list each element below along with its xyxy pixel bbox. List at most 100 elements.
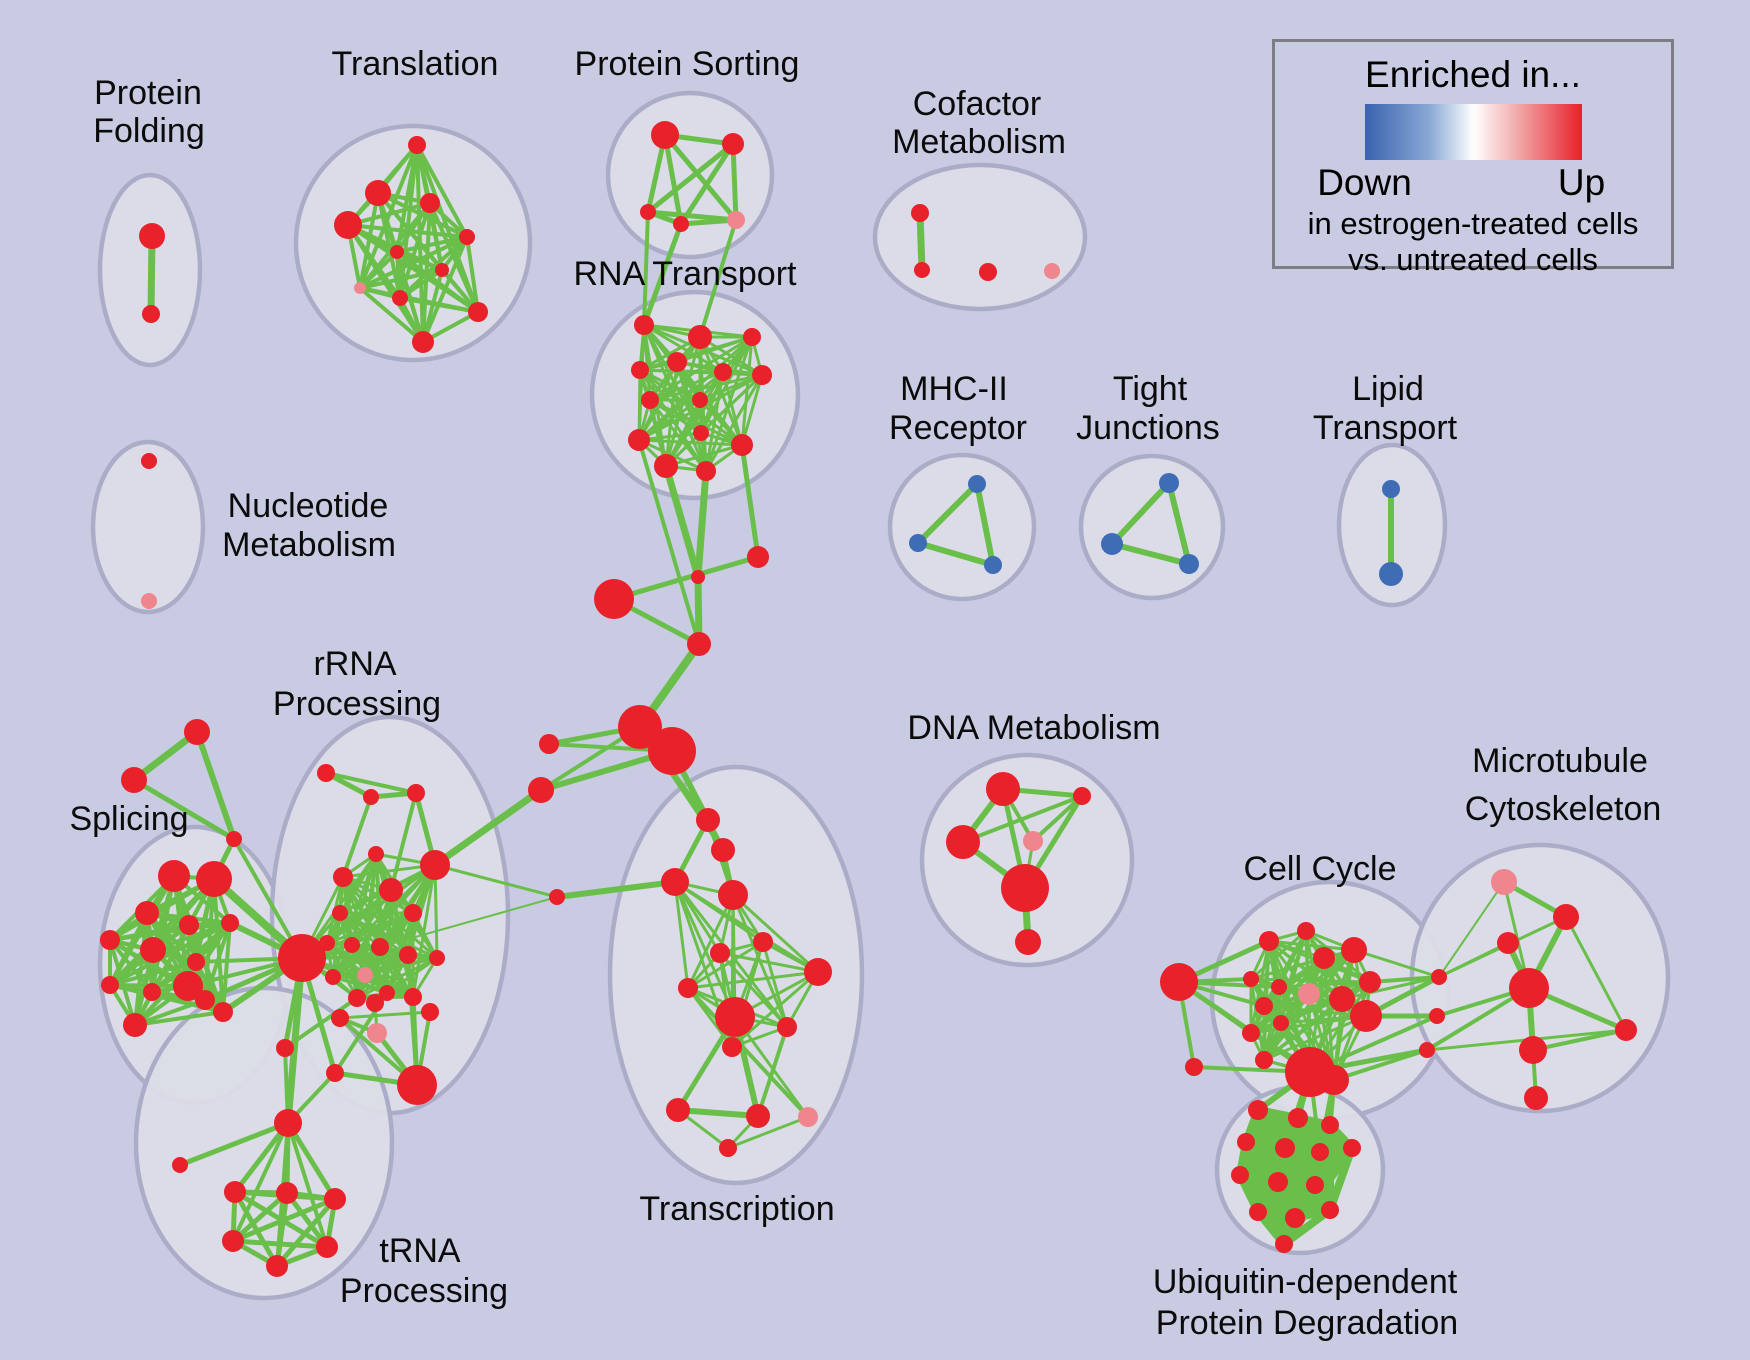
edge	[718, 951, 789, 1029]
node-128-up	[1160, 963, 1198, 1001]
node-48-up	[594, 579, 634, 619]
edge	[637, 398, 702, 442]
edge	[465, 235, 480, 314]
edge	[698, 218, 738, 339]
edge	[1249, 997, 1344, 1035]
node-120-slightly-up	[798, 1107, 818, 1127]
edge	[637, 370, 725, 442]
node-25-up	[641, 391, 659, 409]
edge	[358, 268, 444, 290]
edge	[1249, 948, 1356, 981]
edge	[686, 986, 810, 1119]
edge	[283, 996, 359, 1050]
node-53-up	[528, 777, 554, 803]
node-113-up	[804, 958, 832, 986]
edge	[1249, 929, 1308, 981]
edge	[1031, 794, 1084, 843]
legend-gradient-bar	[1364, 104, 1582, 160]
edge	[731, 893, 820, 974]
node-166-up	[1249, 1203, 1267, 1221]
node-145-up	[1185, 1058, 1203, 1076]
cluster-label-lipid-transport-line2: Transport	[1313, 409, 1458, 447]
edge	[648, 370, 725, 402]
node-46-up	[691, 570, 705, 584]
node-2-up	[408, 136, 426, 154]
edge	[662, 132, 739, 223]
edge	[678, 217, 739, 227]
edge	[673, 880, 690, 990]
cluster-ellipse-protein-sorting	[605, 90, 775, 260]
cluster-label-ubiquitin-dependent-protein-degradation-line2: Protein Degradation	[1156, 1304, 1458, 1342]
edge	[338, 1010, 432, 1020]
edge	[675, 360, 703, 435]
edge	[133, 998, 207, 1027]
node-66-up	[101, 976, 119, 994]
node-34-up	[979, 263, 997, 281]
cluster-label-mhc-ii-receptor-line1: MHC-II	[900, 370, 1008, 408]
cluster-ellipse-mhc-ii-receptor	[887, 452, 1037, 602]
edge	[133, 1010, 225, 1027]
edge	[675, 335, 754, 364]
node-143-up	[1319, 1065, 1349, 1095]
node-81-up	[278, 934, 326, 982]
node-75-up	[368, 846, 384, 862]
edge	[338, 911, 439, 960]
edge	[395, 250, 444, 272]
node-5-up	[334, 211, 362, 239]
node-84-up	[371, 938, 389, 956]
node-37-slightly-up	[141, 593, 157, 609]
node-144-up	[1255, 1051, 1273, 1069]
node-19-up	[688, 325, 712, 349]
node-154-up	[1615, 1019, 1637, 1041]
node-103-up	[324, 1188, 346, 1210]
node-111-up	[753, 932, 773, 952]
edge	[678, 141, 736, 227]
node-106-up	[266, 1255, 288, 1277]
node-160-up	[1275, 1138, 1295, 1158]
node-50-up	[618, 705, 662, 749]
node-73-up	[363, 789, 379, 805]
node-125-slightly-up	[1023, 831, 1043, 851]
node-85-up	[399, 946, 417, 964]
node-118-up	[666, 1098, 690, 1122]
edge	[433, 863, 559, 899]
cluster-label-rna-transport-line1: RNA Transport	[574, 255, 798, 293]
edge	[1277, 980, 1372, 989]
node-35-slightly-up	[1044, 263, 1060, 279]
node-0-up	[139, 223, 165, 249]
node-69-up	[123, 1013, 147, 1037]
edge	[694, 467, 710, 581]
node-61-up	[179, 915, 199, 935]
edge	[740, 373, 764, 447]
edge	[230, 1190, 290, 1244]
node-126-up	[1001, 864, 1049, 912]
cluster-label-transcription-line1: Transcription	[639, 1190, 834, 1228]
edge	[756, 1025, 789, 1118]
edge	[554, 879, 678, 900]
edge	[1352, 948, 1441, 979]
node-56-up	[121, 767, 147, 793]
edge	[230, 1196, 338, 1244]
edge	[739, 442, 761, 560]
node-108-up	[711, 838, 735, 862]
node-71-up	[213, 1002, 233, 1022]
node-131-up	[1313, 947, 1335, 969]
node-4-up	[420, 193, 440, 213]
node-45-down	[1379, 562, 1403, 586]
edge	[1340, 975, 1441, 1001]
node-115-up	[715, 997, 755, 1037]
node-109-up	[661, 868, 689, 896]
node-67-up	[143, 983, 161, 1001]
node-72-up	[317, 764, 335, 782]
node-134-up	[1243, 971, 1259, 987]
node-60-up	[135, 901, 159, 925]
node-64-up	[140, 937, 166, 963]
node-12-up	[412, 331, 434, 353]
edge	[730, 141, 739, 223]
cluster-label-lipid-transport-line1: Lipid	[1352, 370, 1424, 408]
node-42-down	[1101, 533, 1123, 555]
node-76-up	[420, 850, 450, 880]
edge	[648, 373, 764, 402]
cluster-label-trna-processing-line1: tRNA	[379, 1232, 461, 1270]
